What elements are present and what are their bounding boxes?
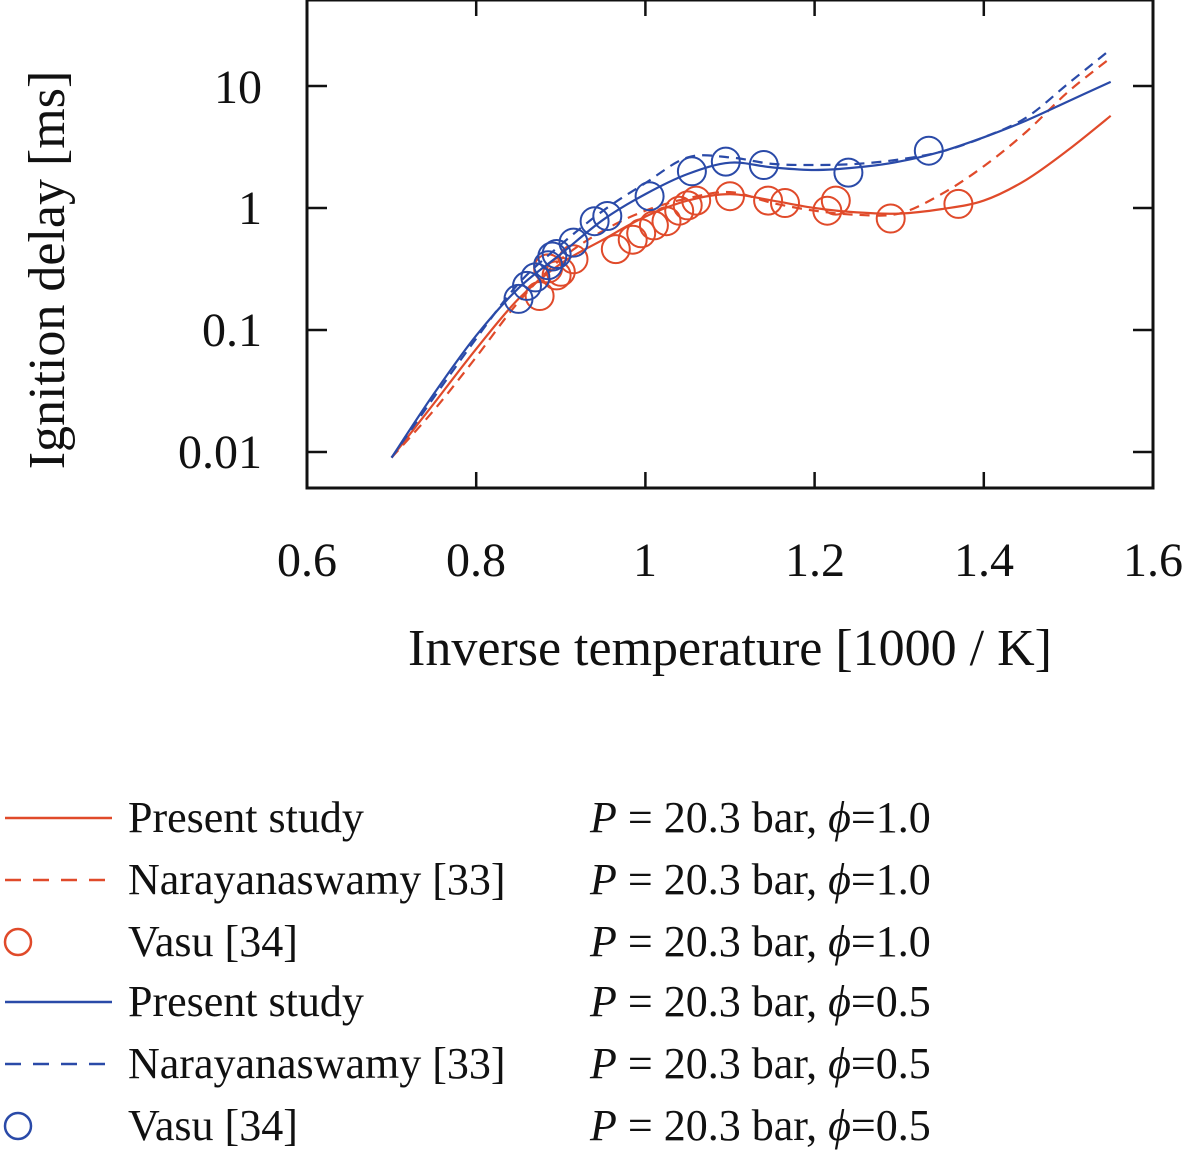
legend-marker-blue — [3, 1111, 33, 1141]
y-axis-label: Ignition delay [ms] — [19, 71, 76, 470]
x-tick-label: 1.6 — [1123, 534, 1183, 587]
legend-label: Vasu [34] — [128, 1101, 298, 1150]
legend-entry: Vasu [34] P = 20.3 bar, ϕ=1.0 — [3, 917, 931, 966]
y-tick-labels: 0.01 0.1 1 10 — [178, 61, 262, 479]
data-point-marker — [638, 210, 669, 241]
data-point-marker — [664, 195, 695, 226]
x-tick-label: 1.2 — [785, 534, 845, 587]
series-line-0 — [390, 114, 1112, 459]
legend-entry: Narayanaswamy [33] P = 20.3 bar, ϕ=1.0 — [5, 855, 931, 904]
legend-condition: P = 20.3 bar, ϕ=0.5 — [589, 1039, 931, 1088]
data-point-marker — [875, 203, 906, 234]
y-tick-label: 0.1 — [202, 304, 262, 357]
legend-label: Present study — [128, 977, 364, 1026]
data-point-marker — [579, 206, 610, 237]
data-point-marker — [600, 234, 631, 265]
series-line-1 — [390, 57, 1112, 459]
data-point-marker — [558, 227, 589, 258]
plot-frame — [305, 0, 1155, 490]
legend-label: Narayanaswamy [33] — [128, 1039, 506, 1088]
legend-entry: Narayanaswamy [33] P = 20.3 bar, ϕ=0.5 — [5, 1039, 931, 1088]
x-tick-label: 1.4 — [954, 534, 1014, 587]
data-point-marker — [753, 185, 784, 216]
legend-label: Narayanaswamy [33] — [128, 855, 506, 904]
x-tick-label: 1 — [633, 534, 657, 587]
data-point-marker — [943, 188, 974, 219]
data-point-marker — [541, 239, 572, 269]
x-tick-label: 0.8 — [446, 534, 506, 587]
data-point-marker — [812, 195, 843, 226]
data-point-marker — [770, 188, 800, 218]
legend-condition: P = 20.3 bar, ϕ=1.0 — [589, 917, 931, 966]
data-point-marker — [617, 224, 648, 255]
legend-entry: Vasu [34] P = 20.3 bar, ϕ=0.5 — [3, 1101, 931, 1150]
x-tick-labels: 0.6 0.8 1 1.2 1.4 1.6 — [277, 534, 1183, 587]
data-point-marker — [541, 260, 572, 291]
legend-entry: Present study P = 20.3 bar, ϕ=1.0 — [5, 793, 931, 842]
series-line-3 — [390, 80, 1112, 459]
y-tick-label: 0.01 — [178, 426, 262, 479]
legend-entry: Present study P = 20.3 bar, ϕ=0.5 — [5, 977, 931, 1026]
series-line-4 — [390, 48, 1112, 459]
data-point-marker — [672, 190, 703, 221]
data-point-marker — [634, 181, 665, 212]
legend-condition: P = 20.3 bar, ϕ=1.0 — [589, 855, 931, 904]
data-point-marker — [592, 201, 623, 231]
data-point-marker — [820, 185, 851, 216]
series-layer — [390, 48, 1112, 459]
x-axis-label: Inverse temperature [1000 / K] — [408, 620, 1052, 677]
data-point-marker — [558, 244, 589, 275]
y-tick-label: 10 — [214, 61, 262, 114]
y-tick-label: 1 — [238, 182, 262, 235]
data-point-marker — [537, 241, 568, 272]
data-point-marker — [520, 262, 551, 293]
data-point-marker — [710, 146, 741, 177]
data-point-marker — [748, 150, 779, 180]
x-tick-label: 0.6 — [277, 534, 337, 587]
data-point-marker — [715, 181, 745, 212]
data-point-marker — [833, 157, 864, 188]
legend-label: Vasu [34] — [128, 917, 298, 966]
axis-ticks — [305, 0, 1155, 488]
data-point-marker — [512, 270, 542, 301]
data-point-marker — [913, 135, 944, 166]
legend-condition: P = 20.3 bar, ϕ=1.0 — [589, 793, 931, 842]
legend-condition: P = 20.3 bar, ϕ=0.5 — [589, 977, 931, 1026]
legend-condition: P = 20.3 bar, ϕ=0.5 — [589, 1101, 931, 1150]
legend: Present study P = 20.3 bar, ϕ=1.0 Naraya… — [3, 793, 931, 1150]
data-point-marker — [681, 185, 712, 216]
data-point-marker — [676, 156, 707, 187]
legend-label: Present study — [128, 793, 364, 842]
legend-marker-red — [3, 927, 33, 957]
